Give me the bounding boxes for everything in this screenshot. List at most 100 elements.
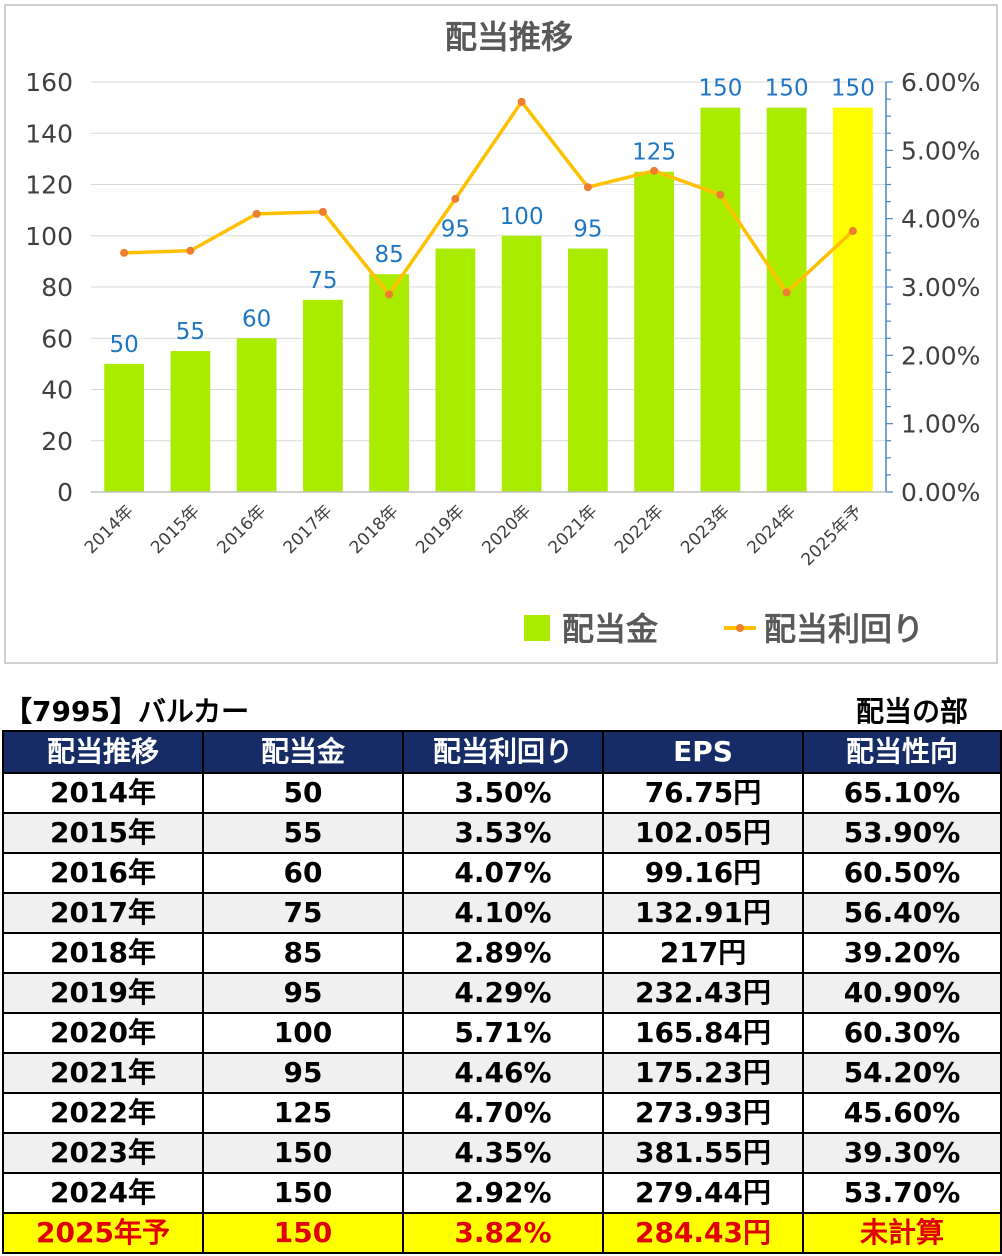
table-row: 2017年 75 4.10% 132.91円 56.40% <box>2 892 1002 934</box>
y-left-tick-label: 60 <box>41 324 73 353</box>
table-cell: 2022年 <box>2 1092 204 1134</box>
legend-swatch-marker <box>736 624 744 632</box>
table-cell: 45.60% <box>802 1092 1002 1134</box>
bar <box>833 107 873 492</box>
legend-label-dividend: 配当金 <box>562 610 659 648</box>
table-cell: 39.30% <box>802 1132 1002 1174</box>
table-cell: 217円 <box>602 932 804 974</box>
table-cell: 150 <box>202 1212 404 1254</box>
y-right-tick-label: 2.00% <box>901 341 980 370</box>
table-cell: 85 <box>202 932 404 974</box>
bar <box>236 338 277 492</box>
bar <box>568 248 608 492</box>
table-row-forecast: 2025年予 150 3.82% 284.43円 未計算 <box>2 1212 1002 1254</box>
legend-swatch-bar <box>524 615 550 641</box>
y-right-tick-label: 0.00% <box>901 478 980 507</box>
table-row: 2020年 100 5.71% 165.84円 60.30% <box>2 1012 1002 1054</box>
x-tick-label: 2014年 <box>81 501 138 558</box>
table-cell: 284.43円 <box>602 1212 804 1254</box>
header-dividend: 配当金 <box>202 730 404 774</box>
y-left-tick-label: 80 <box>41 273 73 302</box>
table-cell: 150 <box>202 1132 404 1174</box>
section-caption: 配当の部 <box>855 695 968 728</box>
table-cell: 60 <box>202 852 404 894</box>
legend-label-yield: 配当利回り <box>764 610 924 648</box>
bar-data-label: 125 <box>632 140 676 166</box>
bar-data-label: 55 <box>176 319 205 345</box>
table-cell: 56.40% <box>802 892 1002 934</box>
table-cell: 39.20% <box>802 932 1002 974</box>
table-cell: 3.50% <box>402 772 604 814</box>
table-cell: 4.35% <box>402 1132 604 1174</box>
table-cell: 76.75円 <box>602 772 804 814</box>
bar <box>369 274 409 492</box>
y-right-tick-label: 5.00% <box>901 136 980 165</box>
table-cell: 102.05円 <box>602 812 804 854</box>
table-cell: 4.29% <box>402 972 604 1014</box>
header-yield: 配当利回り <box>402 730 604 774</box>
x-tick-label: 2017年 <box>280 501 337 558</box>
bar-data-label: 85 <box>374 242 403 268</box>
table-cell: 3.53% <box>402 812 604 854</box>
table-cell: 125 <box>202 1092 404 1134</box>
table-row: 2015年 55 3.53% 102.05円 53.90% <box>2 812 1002 854</box>
table-cell: 2023年 <box>2 1132 204 1174</box>
table-cell: 75 <box>202 892 404 934</box>
table-row: 2024年 150 2.92% 279.44円 53.70% <box>2 1172 1002 1214</box>
table-cell: 99.16円 <box>602 852 804 894</box>
x-tick-label: 2023年 <box>677 501 734 558</box>
table-cell: 50 <box>202 772 404 814</box>
table-cell: 54.20% <box>802 1052 1002 1094</box>
x-tick-label: 2019年 <box>412 501 469 558</box>
table-cell: 150 <box>202 1172 404 1214</box>
table-row: 2016年 60 4.07% 99.16円 60.50% <box>2 852 1002 894</box>
table-row: 2014年 50 3.50% 76.75円 65.10% <box>2 772 1002 814</box>
bar <box>435 248 476 492</box>
y-left-tick-label: 20 <box>41 427 73 456</box>
yield-point <box>451 194 460 203</box>
bar-data-label: 75 <box>308 268 337 294</box>
table-cell: 65.10% <box>802 772 1002 814</box>
table-cell: 40.90% <box>802 972 1002 1014</box>
table-cell: 53.70% <box>802 1172 1002 1214</box>
table-cell: 2017年 <box>2 892 204 934</box>
x-tick-label: 2016年 <box>213 501 270 558</box>
y-right-tick-label: 3.00% <box>901 273 980 302</box>
table-row: 2018年 85 2.89% 217円 39.20% <box>2 932 1002 974</box>
y-left-tick-label: 120 <box>25 171 73 200</box>
y-left-tick-label: 160 <box>25 68 73 97</box>
table-cell: 60.50% <box>802 852 1002 894</box>
table-cell: 4.07% <box>402 852 604 894</box>
table-cell: 2020年 <box>2 1012 204 1054</box>
y-left-tick-label: 140 <box>25 119 73 148</box>
table-cell: 132.91円 <box>602 892 804 934</box>
header-payout: 配当性向 <box>802 730 1002 774</box>
dividend-table: 配当推移 配当金 配当利回り EPS 配当性向 2014年 50 3.50% 76.7… <box>2 730 1002 1254</box>
bar <box>634 171 674 492</box>
table-cell: 4.46% <box>402 1052 604 1094</box>
table-cell: 165.84円 <box>602 1012 804 1054</box>
yield-point <box>716 190 725 199</box>
table-cell: 53.90% <box>802 812 1002 854</box>
table-row: 2021年 95 4.46% 175.23円 54.20% <box>2 1052 1002 1094</box>
bar <box>766 107 807 492</box>
yield-point <box>650 166 659 175</box>
table-cell: 3.82% <box>402 1212 604 1254</box>
table-row: 2019年 95 4.29% 232.43円 40.90% <box>2 972 1002 1014</box>
table-cell: 95 <box>202 972 404 1014</box>
table-cell: 175.23円 <box>602 1052 804 1094</box>
table-cell: 2018年 <box>2 932 204 974</box>
yield-point <box>120 248 129 257</box>
bar-data-label: 60 <box>242 306 271 332</box>
bar <box>700 107 741 492</box>
y-left-tick-label: 40 <box>41 376 73 405</box>
x-tick-label: 2018年 <box>346 501 403 558</box>
y-right-tick-label: 4.00% <box>901 205 980 234</box>
table-cell: 2024年 <box>2 1172 204 1214</box>
x-tick-label: 2024年 <box>743 501 800 558</box>
bar-data-label: 150 <box>698 76 742 102</box>
table-row: 2022年 125 4.70% 273.93円 45.60% <box>2 1092 1002 1134</box>
table-cell: 2016年 <box>2 852 204 894</box>
yield-series-line <box>124 100 855 297</box>
table-cell: 2.89% <box>402 932 604 974</box>
